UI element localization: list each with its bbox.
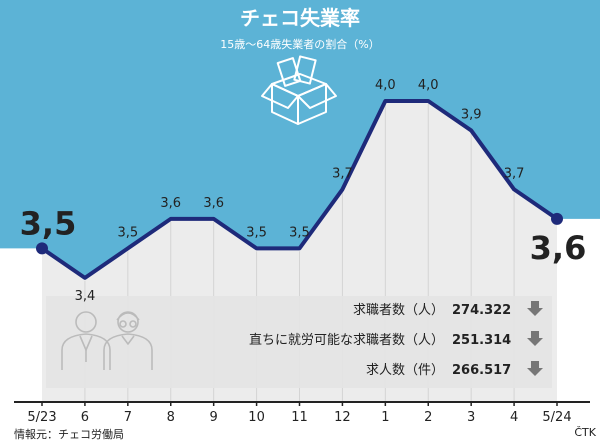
header: チェコ失業率 15歳〜64歳失業者の割合（%） [220,6,379,51]
x-tick-label: 8 [167,410,175,425]
arrow-down-icon [527,361,543,376]
data-labels: 3,5 3,4 3,5 3,6 3,6 3,5 3,5 3,7 4,0 4,0 3,9 3,7 3,6 [20,78,587,304]
data-label: 3,4 [75,289,96,304]
x-tick-label: 9 [210,410,218,425]
stat-value-vacancies: 266.517 [452,363,511,378]
credit-mark: ČTK [574,426,596,439]
x-tick-label: 11 [291,410,308,425]
data-label: 3,5 [246,225,267,240]
series-line [40,98,559,280]
data-label: 3,5 [289,225,310,240]
stat-label-vacancies: 求人数（件） [366,363,444,378]
x-tick-label: 4 [510,410,518,425]
data-label: 3,9 [461,107,482,122]
data-point [551,212,563,225]
data-label: 3,7 [332,166,353,181]
data-points [36,212,563,255]
data-label: 3,6 [530,229,587,267]
data-label: 3,7 [504,166,525,181]
x-tick-label: 12 [334,410,351,425]
data-point [36,242,48,255]
data-label: 4,0 [418,78,439,93]
people-icon [61,311,153,370]
x-tick-label: 2 [424,410,432,425]
stat-label-job-seekers: 求職者数（人） [353,303,444,318]
arrow-down-icon [527,331,543,346]
data-label: 4,0 [375,78,396,93]
open-box-icon [261,55,337,125]
x-axis-ticks: 5/23 6 7 8 9 10 11 12 1 2 3 4 5/24 [27,402,572,425]
stats-panel: 求職者数（人） 274.322 直ちに就労可能な求職者数（人） 251.314 … [46,296,552,388]
sky-background [0,0,600,278]
stat-label-available-seekers: 直ちに就労可能な求職者数（人） [249,333,444,348]
x-tick-label: 5/23 [27,410,56,425]
stat-value-job-seekers: 274.322 [452,303,511,318]
x-tick-label: 6 [81,410,89,425]
x-tick-label: 1 [381,410,389,425]
data-label: 3,6 [203,196,224,211]
data-label: 3,6 [160,196,181,211]
arrow-down-icon [527,301,543,316]
x-tick-label: 7 [124,410,132,425]
x-tick-label: 5/24 [542,410,571,425]
data-label: 3,5 [117,225,138,240]
stat-value-available-seekers: 251.314 [452,333,511,348]
chart-title: チェコ失業率 [240,6,360,30]
stats-rows: 求職者数（人） 274.322 直ちに就労可能な求職者数（人） 251.314 … [249,301,543,378]
source-note: 情報元：チェコ労働局 [14,427,124,441]
x-tick-label: 10 [248,410,265,425]
chart-subtitle: 15歳〜64歳失業者の割合（%） [220,37,379,51]
data-label: 3,5 [20,204,77,242]
x-tick-label: 3 [467,410,475,425]
